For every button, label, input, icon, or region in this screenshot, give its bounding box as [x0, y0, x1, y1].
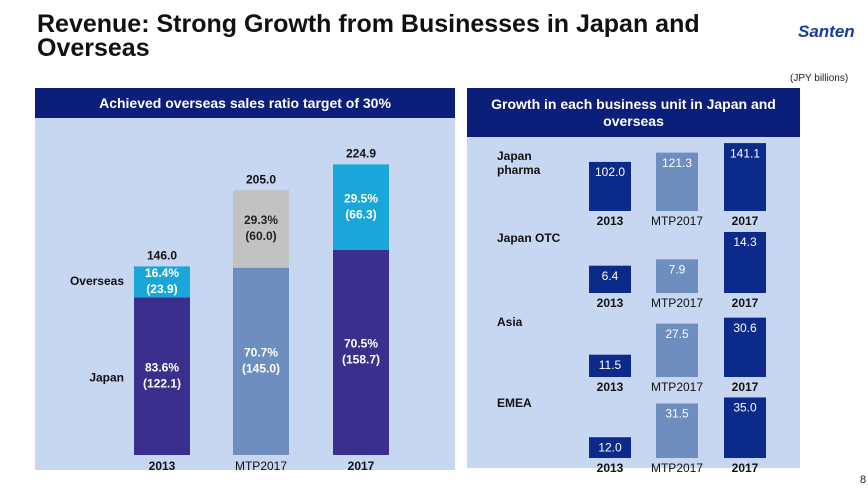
- value-label: 7.9: [669, 262, 686, 276]
- x-tick-label: MTP2017: [235, 459, 287, 473]
- bar-segment: [233, 267, 289, 455]
- bar: [656, 403, 698, 458]
- unit-note: (JPY billions): [790, 73, 849, 84]
- panel-name: Japan pharma: [497, 149, 541, 177]
- bar: [589, 161, 631, 211]
- right-panel-title: Growth in each business unit in Japan an…: [467, 88, 800, 137]
- bar-segment: [233, 190, 289, 268]
- slide-title: Revenue: Strong Growth from Businesses i…: [37, 10, 700, 62]
- value-label: 30.6: [733, 321, 757, 335]
- bar-segment: [134, 266, 190, 298]
- bar: [656, 323, 698, 377]
- share-label: 70.7%: [244, 346, 278, 360]
- total-label: 146.0: [147, 249, 177, 263]
- x-tick-label: MTP2017: [651, 296, 703, 310]
- total-label: 224.9: [346, 147, 376, 161]
- value-label: 12.0: [598, 440, 622, 454]
- share-label: 29.3%: [244, 213, 278, 227]
- value-label: (60.0): [245, 229, 276, 243]
- panel-name-box: EMEA: [497, 396, 532, 410]
- left-panel-title: Achieved overseas sales ratio target of …: [35, 88, 455, 118]
- value-label: 27.5: [665, 327, 689, 341]
- series-label: Japan: [89, 370, 124, 384]
- value-label: 6.4: [602, 269, 619, 283]
- value-label: (145.0): [242, 362, 280, 376]
- x-tick-label: 2017: [732, 214, 759, 228]
- x-tick-label: MTP2017: [651, 461, 703, 475]
- panel-name: Japan OTC: [497, 231, 561, 245]
- x-tick-label: 2013: [597, 296, 624, 310]
- series-label: Overseas: [70, 274, 124, 288]
- bar: [724, 397, 766, 458]
- value-label: 35.0: [733, 401, 757, 415]
- panel-name: Asia: [497, 315, 523, 329]
- bar: [724, 231, 766, 293]
- x-tick-label: 2017: [348, 459, 375, 473]
- share-label: 83.6%: [145, 360, 179, 374]
- value-label: 11.5: [599, 358, 622, 372]
- value-label: (158.7): [342, 353, 380, 367]
- value-label: 141.1: [730, 146, 760, 160]
- value-label: (23.9): [146, 282, 177, 296]
- x-tick-label: 2017: [732, 380, 759, 394]
- share-label: 29.5%: [344, 191, 378, 205]
- value-label: 102.0: [595, 165, 625, 179]
- x-tick-label: 2017: [732, 296, 759, 310]
- bar: [589, 265, 631, 293]
- x-tick-label: 2013: [597, 380, 624, 394]
- x-tick-label: 2013: [597, 214, 624, 228]
- x-tick-label: MTP2017: [651, 380, 703, 394]
- x-tick-label: 2017: [732, 461, 759, 475]
- value-label: 14.3: [733, 235, 757, 249]
- logo: Santen: [798, 22, 855, 41]
- bar: [589, 354, 631, 377]
- bar-segment: [333, 164, 389, 251]
- value-label: 121.3: [662, 156, 692, 170]
- value-label: 31.5: [665, 407, 689, 421]
- bar: [589, 437, 631, 458]
- panel-name: EMEA: [497, 396, 532, 410]
- x-tick-label: MTP2017: [651, 214, 703, 228]
- x-tick-label: 2013: [597, 461, 624, 475]
- page-number: 8: [860, 474, 867, 486]
- value-label: (122.1): [143, 376, 181, 390]
- bar-segment: [333, 250, 389, 455]
- bar: [724, 317, 766, 377]
- x-tick-label: 2013: [149, 459, 176, 473]
- bar: [656, 259, 698, 293]
- share-label: 16.4%: [145, 266, 179, 280]
- panel-name-box: Japan OTC: [497, 231, 561, 245]
- panel-name-box: Asia: [497, 315, 523, 329]
- share-label: 70.5%: [344, 337, 378, 351]
- total-label: 205.0: [246, 172, 276, 186]
- bar-segment: [134, 297, 190, 455]
- value-label: (66.3): [345, 207, 376, 221]
- bar: [724, 143, 766, 211]
- panel-name-box: Japan pharma: [497, 149, 541, 177]
- bar: [656, 152, 698, 211]
